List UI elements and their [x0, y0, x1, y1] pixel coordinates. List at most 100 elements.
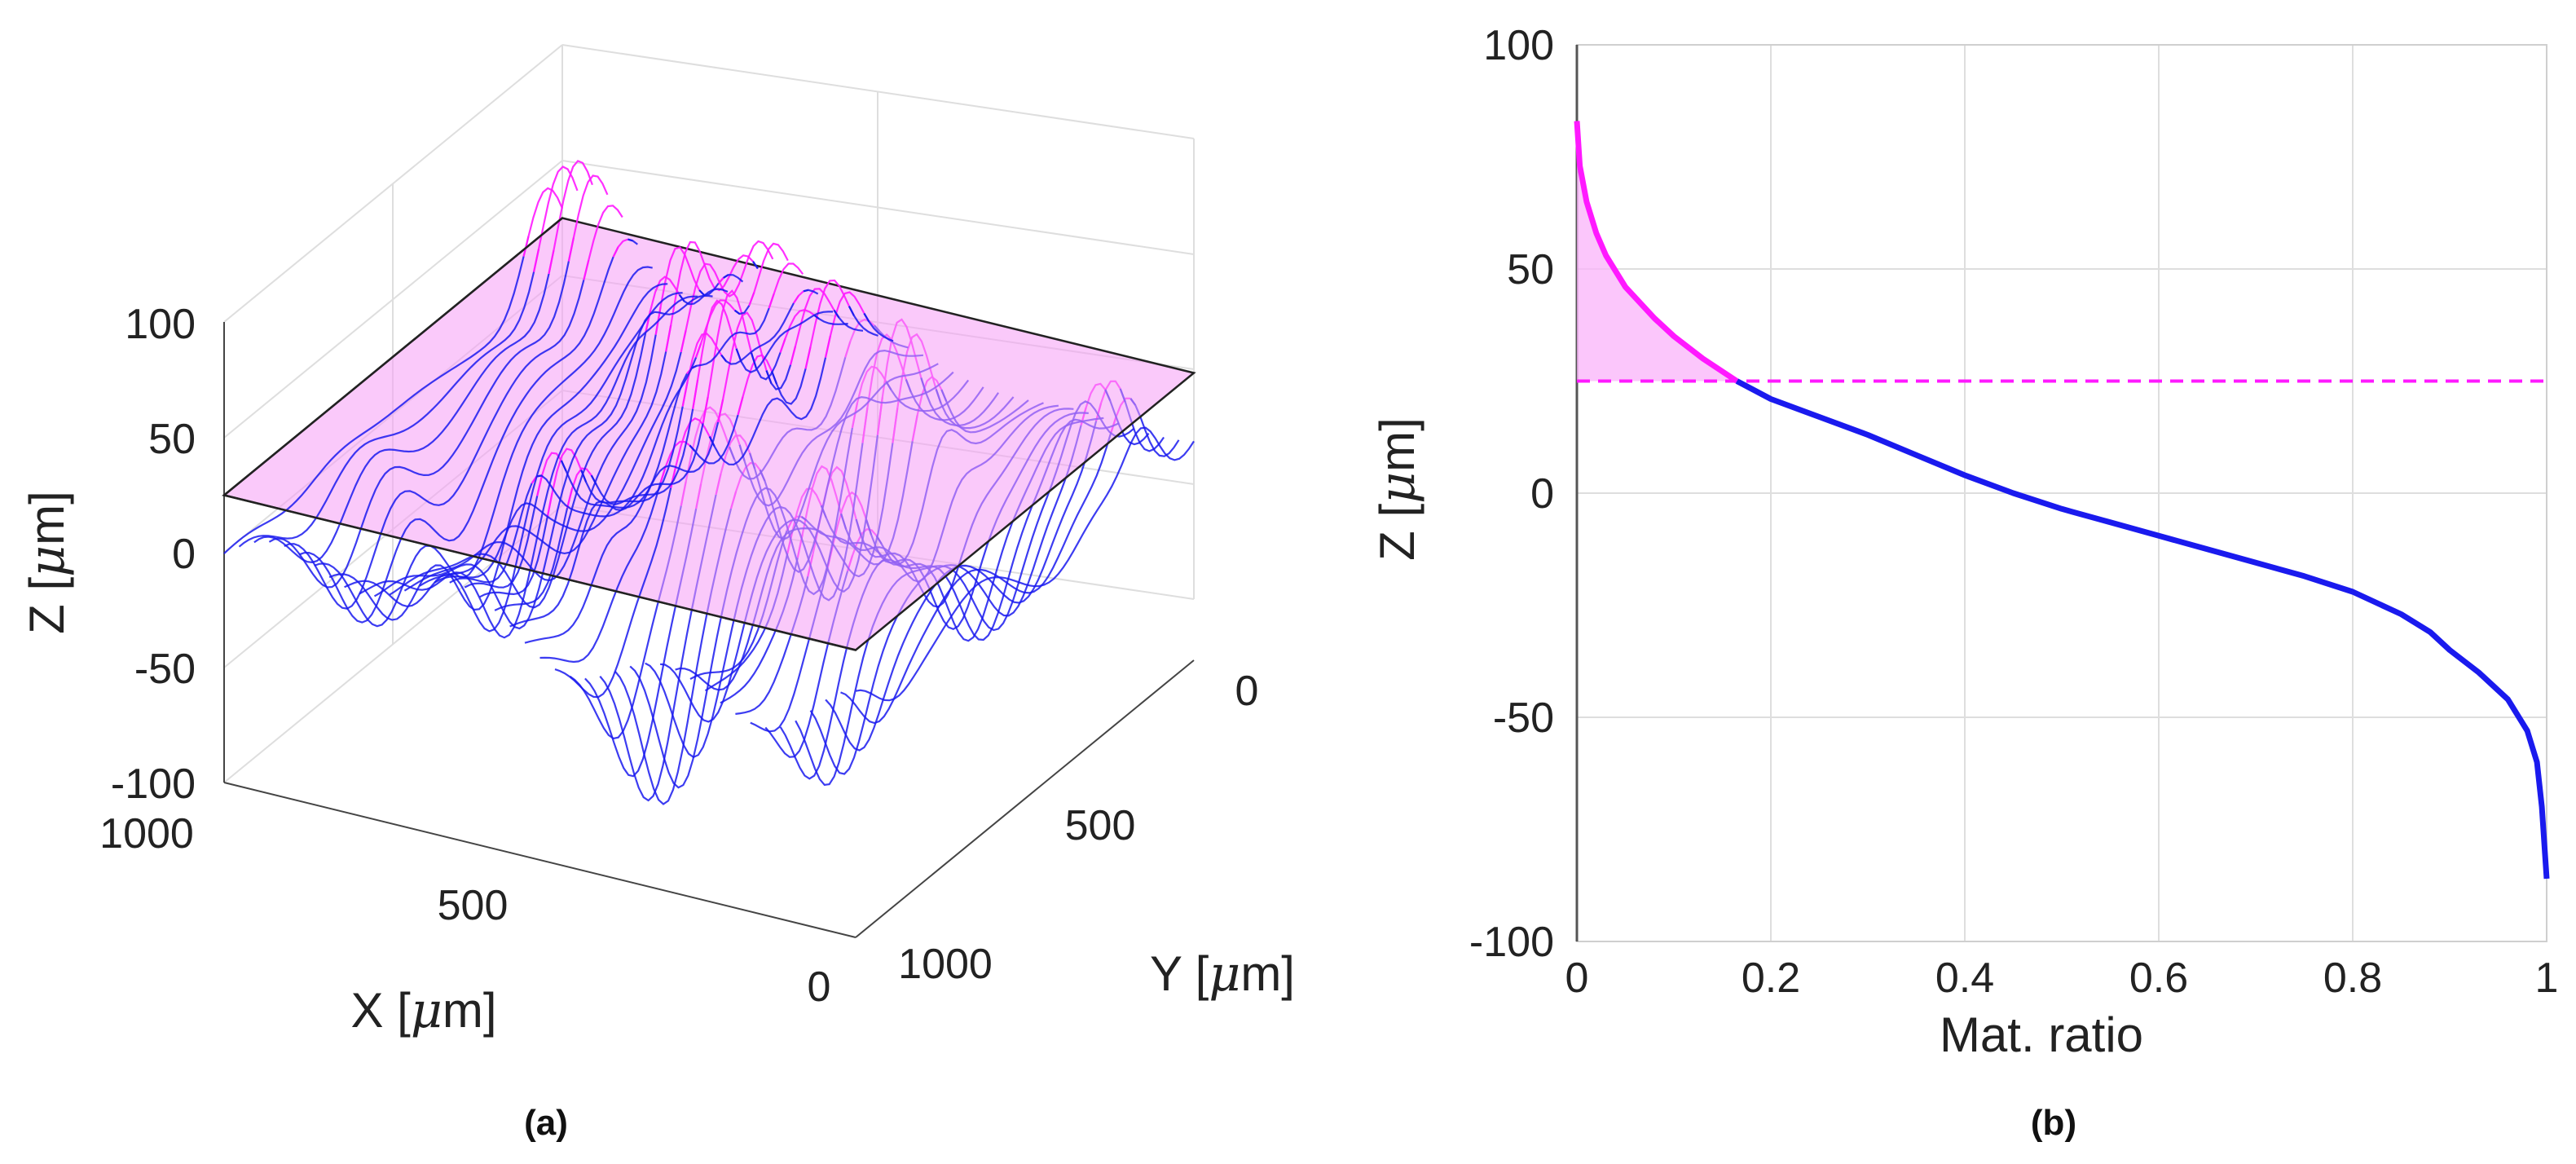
surface-line-peak [533, 165, 579, 272]
x-axis-label: Mat. ratio [1940, 1007, 2143, 1062]
surface-line-peak [779, 308, 815, 353]
surface-line-peak [536, 452, 562, 496]
surface-line-peak [790, 288, 835, 365]
z-axis-label: Z [μm] [19, 491, 76, 634]
surface-line-valley [720, 302, 795, 365]
surface-line-peak [654, 246, 701, 335]
surface-line-peak [645, 276, 680, 333]
axis-line [855, 659, 1195, 938]
x-tick-label: 0.4 [1935, 955, 1994, 1002]
y-tick-label: 1000 [898, 941, 993, 988]
surface-line-valley [328, 283, 668, 621]
surface-line-peak [522, 187, 564, 257]
x-tick-label: 500 [438, 882, 509, 929]
curve-above-threshold [1574, 121, 1739, 384]
surface-line-valley [580, 406, 684, 504]
surface-line-valley [238, 271, 535, 548]
surface-line-valley [539, 482, 662, 664]
z-tick-label: -50 [134, 646, 196, 693]
surface-line-peak [824, 291, 865, 358]
axis-line [223, 782, 856, 938]
surface-line-valley [524, 421, 720, 644]
x-tick-labels: 1000 500 0 [99, 810, 830, 1011]
surface-line-valley [479, 517, 548, 598]
surface-line-valley [536, 356, 698, 518]
grid-line [561, 160, 1195, 255]
x-tick-label: 0.6 [2129, 955, 2188, 1002]
surface-line-peak [804, 279, 850, 369]
z-tick-label: 100 [125, 301, 196, 348]
surface-line-valley [863, 312, 894, 342]
surface-line-valley [833, 309, 864, 332]
curve-below-threshold [1735, 378, 2550, 880]
surface-line-valley [855, 426, 1195, 702]
surface-line-valley [733, 305, 751, 315]
x-tick-labels: 0 0.2 0.4 0.6 0.8 1 [1565, 955, 2559, 1002]
surface-line-valley [708, 357, 827, 466]
x-tick-label: 0.2 [1742, 955, 1800, 1002]
surface-line-valley [848, 306, 878, 337]
surface-line-valley [314, 266, 653, 628]
surface-line-valley [284, 280, 585, 610]
surface-line-valley [813, 314, 848, 325]
surface-line-valley [825, 421, 1098, 752]
y-tick-labels: 0 500 1000 [898, 668, 1258, 988]
z-tick-labels: 100 50 0 -50 -100 [111, 301, 196, 808]
surface-line-peak [695, 299, 736, 358]
y-tick-label: 500 [1065, 802, 1136, 849]
caption-b: (b) [2031, 1103, 2076, 1143]
surface-line-valley [723, 274, 744, 283]
surface-line-valley [253, 273, 550, 564]
surface-line-valley [752, 261, 759, 270]
y-tick-label: 50 [1507, 246, 1554, 293]
caption-a: (a) [524, 1103, 568, 1143]
surface-line-peak [567, 174, 609, 262]
surface-line-valley [771, 368, 807, 405]
surface-line-valley [691, 307, 770, 369]
surface-line-peak [566, 467, 592, 509]
x-axis-label: X [μm] [350, 982, 496, 1039]
peak-area-fill [1577, 121, 1737, 381]
surface-line-valley [554, 487, 672, 699]
z-tick-label: -100 [111, 761, 196, 808]
y-tick-label: 0 [1235, 668, 1259, 715]
surface-line-valley [765, 364, 792, 390]
x-tick-label: 0 [808, 963, 831, 1011]
y-axis-label: Z [μm] [1369, 417, 1426, 561]
y-tick-label: 100 [1483, 22, 1554, 69]
surface-line-valley [373, 294, 713, 630]
x-tick-label: 1000 [99, 810, 194, 858]
surface-line-valley [223, 256, 525, 554]
surface-line-peak [793, 290, 804, 304]
surface-line-valley [434, 351, 682, 584]
surface-line-valley [268, 261, 570, 589]
x-tick-label: 0 [1565, 955, 1589, 1002]
surface-line-valley [803, 289, 819, 295]
z-tick-label: 0 [172, 531, 196, 578]
surface-line-valley [735, 311, 834, 373]
surface-line-peak [583, 205, 623, 280]
surface-line-peak [612, 238, 628, 258]
y-tick-labels: 100 50 0 -50 -100 [1469, 22, 1554, 966]
surface-line-valley [494, 507, 569, 611]
cut-plane-edge [222, 217, 856, 651]
y-tick-label: -50 [1493, 694, 1554, 742]
surface-plot: 100 50 0 -50 -100 1000 500 0 0 500 1000 … [19, 44, 1295, 1143]
surface-line-valley [627, 238, 638, 245]
grid-line [223, 160, 563, 439]
surface-line-valley [464, 496, 539, 589]
surface-line-valley [689, 414, 739, 465]
z-tick-label: 50 [148, 416, 196, 463]
y-axis-label: Y [μm] [1150, 946, 1295, 1003]
surface-line-peak [717, 277, 724, 284]
surface-wire [222, 160, 1196, 805]
grid [1575, 44, 2547, 942]
surface-line-valley [298, 256, 614, 624]
surface-line-peak [768, 262, 804, 309]
surface-line-valley [389, 333, 647, 609]
surface-line-valley [698, 282, 720, 297]
surface-line-valley [344, 292, 683, 633]
x-tick-label: 1 [2535, 955, 2559, 1002]
surface-line-peak [665, 240, 754, 352]
